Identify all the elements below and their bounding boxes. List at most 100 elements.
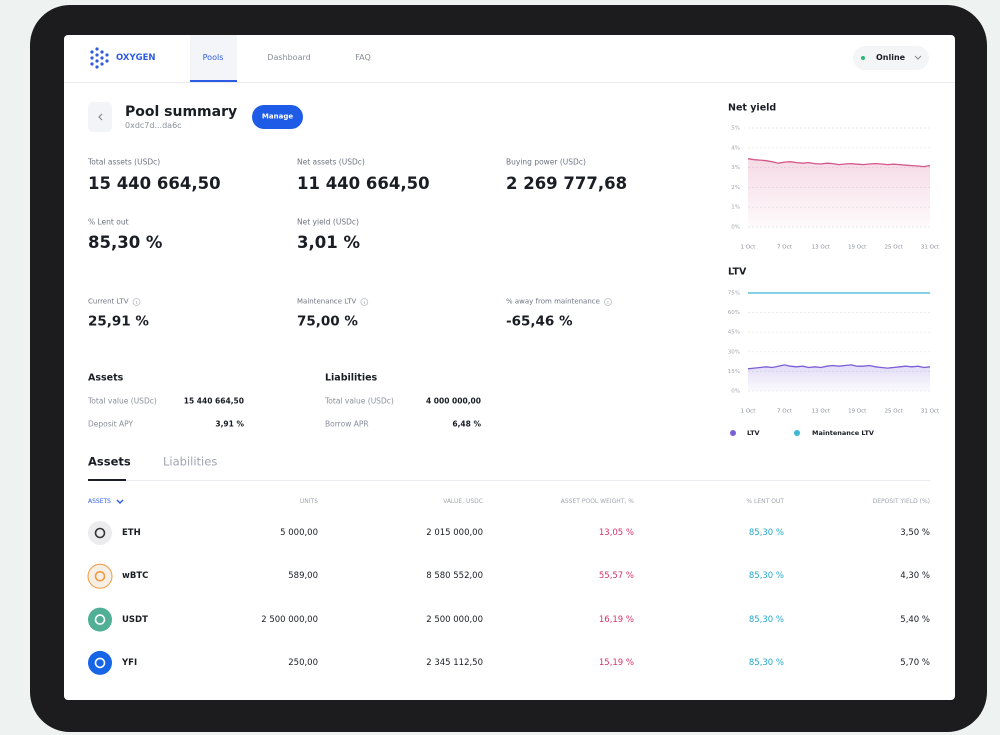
cell: 5,70 % <box>900 657 930 668</box>
legend-label: LTV <box>747 429 760 437</box>
y-tick-label: 4% <box>731 145 740 151</box>
panel-label: Deposit APY <box>88 419 134 429</box>
cell: 5,40 % <box>900 614 930 625</box>
ratio-value: 75,00 % <box>297 313 358 330</box>
asset-name: wBTC <box>122 571 149 582</box>
column-header: DEPOSIT YIELD (%) <box>872 498 930 505</box>
legend-label: Maintenance LTV <box>812 429 874 437</box>
tab[interactable]: Assets <box>88 454 131 469</box>
asset-icon-glyph <box>94 657 106 669</box>
y-tick-label: 45% <box>728 330 740 336</box>
panel-title: Liabilities <box>325 372 378 384</box>
column-header[interactable]: ASSETS <box>88 498 111 505</box>
area <box>748 364 930 391</box>
cell: 589,00 <box>288 571 318 582</box>
asset-name: YFI <box>122 657 138 668</box>
asset-icon-glyph <box>94 614 106 625</box>
metric-label: Buying power (USDc) <box>506 157 586 167</box>
metric-value: 15 440 664,50 <box>88 173 221 193</box>
page-title: Pool summary <box>125 104 238 120</box>
ratio-label: % away from maintenance <box>506 297 600 306</box>
x-tick-label: 1 Oct <box>741 409 757 415</box>
cell: 15,19 % <box>598 657 634 668</box>
cell: 85,30 % <box>748 614 784 625</box>
y-tick-label: 2% <box>731 185 740 191</box>
y-tick-label: 30% <box>728 349 740 355</box>
address: 0xdc7d...da6c <box>125 121 182 130</box>
panel-value: 3,91 % <box>215 419 244 429</box>
manage-button[interactable] <box>252 105 303 129</box>
asset-icon-glyph <box>94 570 106 582</box>
tab-underline <box>88 479 126 481</box>
x-tick-label: 31 Oct <box>921 245 940 251</box>
ratio-value: 25,91 % <box>88 313 149 330</box>
x-tick-label: 25 Oct <box>884 245 903 251</box>
cell: 4,30 % <box>900 571 930 582</box>
cell: 3,50 % <box>900 527 930 538</box>
cell: 55,57 % <box>598 571 634 582</box>
column-header: UNITS <box>299 498 318 505</box>
asset-icon <box>88 521 112 545</box>
legend-dot <box>794 430 800 436</box>
cell: 85,30 % <box>748 527 784 538</box>
column-header: ASSET POOL WEIGHT, % <box>560 498 634 505</box>
chart-title: LTV <box>728 267 747 278</box>
cell: 85,30 % <box>748 571 784 582</box>
tab[interactable]: Liabilities <box>163 454 218 469</box>
metric-value: 11 440 664,50 <box>297 173 430 193</box>
area <box>748 158 930 227</box>
chart-title: Net yield <box>728 103 776 114</box>
panel-title: Assets <box>88 372 124 384</box>
ratio-label: Current LTV <box>88 297 129 306</box>
cell: 16,19 % <box>598 614 634 625</box>
x-tick-label: 1 Oct <box>741 245 757 251</box>
info-icon <box>604 298 612 306</box>
y-tick-label: 1% <box>731 205 740 211</box>
panel-value: 6,48 % <box>452 419 481 429</box>
nav-tab[interactable]: FAQ <box>355 53 371 62</box>
cell: 8 580 552,00 <box>426 571 483 582</box>
y-tick-label: 0% <box>731 389 740 395</box>
ratio-label: Maintenance LTV <box>297 297 357 306</box>
panel-value: 15 440 664,50 <box>183 396 244 406</box>
cell: 2 500 000,00 <box>261 614 318 625</box>
x-tick-label: 13 Oct <box>812 245 831 251</box>
nav-active-tab[interactable] <box>190 35 237 82</box>
metric-value: 3,01 % <box>297 232 360 252</box>
status-dot <box>861 56 865 60</box>
info-icon <box>132 298 141 306</box>
x-tick-label: 13 Oct <box>812 409 831 415</box>
y-tick-label: 75% <box>728 291 740 297</box>
metric-label: % Lent out <box>88 217 129 227</box>
y-tick-label: 60% <box>728 310 740 316</box>
tabs-divider <box>88 480 930 481</box>
x-tick-label: 7 Oct <box>777 245 793 251</box>
x-tick-label: 19 Oct <box>848 409 867 415</box>
x-tick-label: 25 Oct <box>884 409 903 415</box>
panel-label: Total value (USDc) <box>88 396 157 406</box>
x-tick-label: 7 Oct <box>777 409 793 415</box>
metric-label: Net yield (USDc) <box>297 217 359 227</box>
y-tick-label: 15% <box>728 369 740 375</box>
legend-dot <box>730 430 736 436</box>
y-tick-label: 0% <box>731 225 740 231</box>
status-chevron <box>914 55 922 60</box>
brand: OXYGEN <box>116 52 156 63</box>
manage-label[interactable]: Manage <box>261 112 294 121</box>
asset-name: USDT <box>122 614 148 625</box>
asset-icon-glyph <box>94 527 106 539</box>
metric-label: Total assets (USDc) <box>88 157 161 167</box>
column-header: % LENT OUT <box>746 498 784 505</box>
nav-tab[interactable]: Dashboard <box>267 53 311 62</box>
asset-icon <box>87 563 113 589</box>
panel-label: Borrow APR <box>325 419 369 429</box>
nav-divider <box>64 82 955 83</box>
status[interactable]: Online <box>876 53 906 62</box>
line <box>747 364 931 370</box>
sort-chevron[interactable] <box>116 499 124 504</box>
nav-tab[interactable]: Pools <box>202 53 224 62</box>
line <box>747 158 931 168</box>
back-button[interactable] <box>88 102 112 132</box>
